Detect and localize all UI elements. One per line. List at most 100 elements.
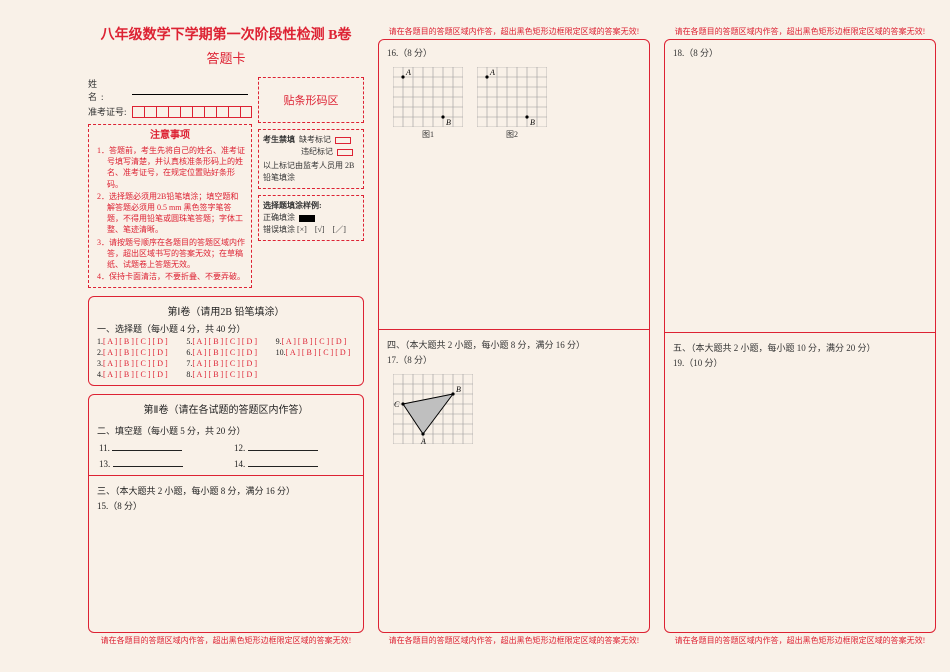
fill-item[interactable]: 13. xyxy=(99,459,218,469)
q3-head: 三、（本大题共 2 小题，每小题 8 分，满分 16 分） xyxy=(97,484,355,497)
svg-text:B: B xyxy=(446,118,451,127)
mc-item[interactable]: 8.[ A ] [ B ] [ C ] [ D ] xyxy=(186,370,265,379)
ticket-cell[interactable] xyxy=(192,106,204,118)
marker-box: 考生禁填 缺考标记 违纪标记 以上标记由监考人员用 2B 铅笔填涂 xyxy=(258,129,364,189)
svg-text:B: B xyxy=(530,118,535,127)
exam-subtitle: 答题卡 xyxy=(88,48,364,67)
name-row: 姓 名: xyxy=(88,77,252,103)
tri-svg: A B C xyxy=(393,374,473,444)
instruction-item: 1．答题前，考生先将自己的姓名、准考证号填写清楚，并认真核准条形码上的姓名、准考… xyxy=(97,145,245,190)
ticket-cell[interactable] xyxy=(240,106,252,118)
mc-item[interactable] xyxy=(276,359,355,368)
ticket-cell[interactable] xyxy=(168,106,180,118)
top-right-block: 贴条形码区 考生禁填 缺考标记 违纪标记 以上标记由监考人员用 2B 铅笔填涂 … xyxy=(258,77,364,288)
top-left-block: 姓 名: 准考证号: 注意事项 1．答题前，考生先将自己的姓名、准考证号填写清楚… xyxy=(88,77,252,288)
ticket-cell[interactable] xyxy=(132,106,144,118)
marker-row1: 缺考标记 xyxy=(299,134,331,146)
violation-mark-rect[interactable] xyxy=(337,149,353,156)
section1-title: 第Ⅰ卷（请用2B 铅笔填涂） xyxy=(97,303,355,318)
absent-mark-rect[interactable] xyxy=(335,137,351,144)
figure-1: AB 图1 xyxy=(393,67,463,140)
q19-label: 19.（10 分） xyxy=(673,356,927,369)
instruction-item: 3．请按题号顺序在各题目的答题区域内作答，超出区域书写的答案无效；在草稿纸、试题… xyxy=(97,237,245,271)
mc-item[interactable]: 4.[ A ] [ B ] [ C ] [ D ] xyxy=(97,370,176,379)
instruction-item: 2．选择题必须用2B铅笔填涂；填空题和解答题必须用 0.5 mm 黑色签字笔答题… xyxy=(97,191,245,236)
fill-item[interactable]: 14. xyxy=(234,459,353,469)
q16-label: 16.（8 分） xyxy=(387,46,641,59)
barcode-area: 贴条形码区 xyxy=(258,77,364,123)
mc-item[interactable]: 10.[ A ] [ B ] [ C ] [ D ] xyxy=(276,348,355,357)
q17-answer-area[interactable] xyxy=(387,444,641,627)
svg-text:A: A xyxy=(405,68,411,77)
fig1-svg: AB xyxy=(393,67,463,127)
mc-item[interactable]: 2.[ A ] [ B ] [ C ] [ D ] xyxy=(97,348,176,357)
section1-panel: 第Ⅰ卷（请用2B 铅笔填涂） 一、选择题（每小题 4 分，共 40 分） 1.[… xyxy=(88,296,364,386)
q5-head: 五、（本大题共 2 小题，每小题 10 分，满分 20 分） xyxy=(673,341,927,354)
instruction-item: 4．保持卡面清洁，不要折叠、不要弄破。 xyxy=(97,271,245,282)
sample-box: 选择题填涂样例: 正确填涂 错误填涂 [×] [√] [／] xyxy=(258,195,364,241)
q16-answer-area[interactable] xyxy=(387,142,641,325)
sample-bad: 错误填涂 [×] [√] [／] xyxy=(263,224,359,236)
fig2-svg: AB xyxy=(477,67,547,127)
q16-figures: AB 图1 AB 图2 xyxy=(393,67,641,140)
exam-title: 八年级数学下学期第一次阶段性检测 B卷 xyxy=(88,24,364,44)
column-1: 八年级数学下学期第一次阶段性检测 B卷 答题卡 姓 名: 准考证号: 注意事项 … xyxy=(88,24,364,648)
mc-item[interactable] xyxy=(276,370,355,379)
ticket-cell[interactable] xyxy=(228,106,240,118)
svg-text:C: C xyxy=(394,400,400,409)
instructions-list: 1．答题前，考生先将自己的姓名、准考证号填写清楚，并认真核准条形码上的姓名、准考… xyxy=(95,145,245,282)
q17-label: 17.（8 分） xyxy=(387,353,641,366)
name-label: 姓 名: xyxy=(88,77,132,103)
q15-label: 15.（8 分） xyxy=(97,499,355,512)
fill-grid: 11. 12. 13. 14. xyxy=(97,439,355,471)
q18-label: 18.（8 分） xyxy=(673,46,927,59)
ticket-grid[interactable] xyxy=(132,106,252,118)
q19-answer-area[interactable] xyxy=(673,371,927,626)
col2-box: 16.（8 分） AB 图1 AB 图2 四、（本大题共 2 小题，每小题 8 … xyxy=(378,39,650,633)
sample-fill-icon xyxy=(299,215,315,222)
svg-text:A: A xyxy=(489,68,495,77)
q18-answer-area[interactable] xyxy=(673,61,927,328)
mc-grid: 1.[ A ] [ B ] [ C ] [ D ] 5.[ A ] [ B ] [… xyxy=(97,337,355,379)
ticket-cell[interactable] xyxy=(144,106,156,118)
name-line[interactable] xyxy=(132,85,248,95)
ticket-cell[interactable] xyxy=(216,106,228,118)
fig2-caption: 图2 xyxy=(477,129,547,140)
mc-item[interactable]: 5.[ A ] [ B ] [ C ] [ D ] xyxy=(186,337,265,346)
mc-item[interactable]: 6.[ A ] [ B ] [ C ] [ D ] xyxy=(186,348,265,357)
mc-item[interactable]: 7.[ A ] [ B ] [ C ] [ D ] xyxy=(186,359,265,368)
instructions-title: 注意事项 xyxy=(95,129,245,143)
ticket-label: 准考证号: xyxy=(88,105,132,118)
warn-col3-bot: 请在各题目的答题区域内作答，超出黑色矩形边框限定区域的答案无效! xyxy=(664,633,936,648)
q17-figure: A B C xyxy=(393,374,641,444)
column-3: 请在各题目的答题区域内作答，超出黑色矩形边框限定区域的答案无效! 18.（8 分… xyxy=(664,24,936,648)
ticket-cell[interactable] xyxy=(156,106,168,118)
ticket-cell[interactable] xyxy=(180,106,192,118)
svg-text:A: A xyxy=(420,437,426,444)
ticket-row: 准考证号: xyxy=(88,105,252,118)
mc-item[interactable]: 3.[ A ] [ B ] [ C ] [ D ] xyxy=(97,359,176,368)
marker-note: 以上标记由监考人员用 2B 铅笔填涂 xyxy=(263,160,359,184)
fill-item[interactable]: 11. xyxy=(99,443,218,453)
marker-row2: 违纪标记 xyxy=(301,146,333,158)
fill-item[interactable]: 12. xyxy=(234,443,353,453)
q15-answer-area[interactable] xyxy=(97,514,355,626)
fig1-caption: 图1 xyxy=(393,129,463,140)
ticket-cell[interactable] xyxy=(204,106,216,118)
sample-ok: 正确填涂 xyxy=(263,212,295,224)
warn-col2-top: 请在各题目的答题区域内作答，超出黑色矩形边框限定区域的答案无效! xyxy=(378,24,650,39)
mc-item[interactable]: 9.[ A ] [ B ] [ C ] [ D ] xyxy=(276,337,355,346)
figure-2: AB 图2 xyxy=(477,67,547,140)
barcode-label: 贴条形码区 xyxy=(284,92,339,108)
mc-item[interactable]: 1.[ A ] [ B ] [ C ] [ D ] xyxy=(97,337,176,346)
fill-head: 二、填空题（每小题 5 分，共 20 分） xyxy=(97,424,355,437)
column-2: 请在各题目的答题区域内作答，超出黑色矩形边框限定区域的答案无效! 16.（8 分… xyxy=(378,24,650,648)
section2-title: 第Ⅱ卷（请在各试题的答题区内作答） xyxy=(97,401,355,416)
col3-box: 18.（8 分） 五、（本大题共 2 小题，每小题 10 分，满分 20 分） … xyxy=(664,39,936,633)
warn-col3-top: 请在各题目的答题区域内作答，超出黑色矩形边框限定区域的答案无效! xyxy=(664,24,936,39)
section2-panel: 第Ⅱ卷（请在各试题的答题区内作答） 二、填空题（每小题 5 分，共 20 分） … xyxy=(88,394,364,633)
svg-text:B: B xyxy=(456,385,461,394)
marker-head: 考生禁填 xyxy=(263,134,295,146)
q4-head: 四、（本大题共 2 小题，每小题 8 分，满分 16 分） xyxy=(387,338,641,351)
sample-head: 选择题填涂样例: xyxy=(263,200,359,212)
